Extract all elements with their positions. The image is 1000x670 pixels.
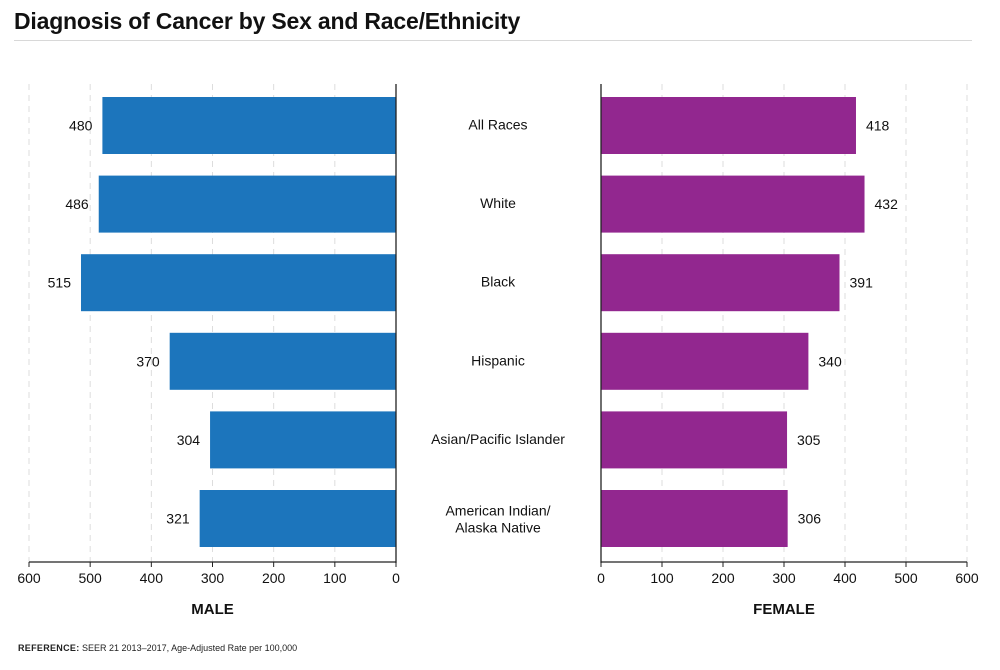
male-value-label: 304 [177, 432, 201, 448]
female-tick-label: 200 [711, 570, 735, 586]
male-tick-label: 600 [17, 570, 41, 586]
category-label-line: Alaska Native [455, 520, 541, 536]
reference-note: REFERENCE: SEER 21 2013–2017, Age-Adjust… [18, 643, 297, 653]
female-bar [601, 411, 788, 469]
male-value-label: 486 [65, 196, 89, 212]
title-divider [14, 40, 972, 41]
male-value-label: 480 [69, 118, 93, 134]
reference-label: REFERENCE: [18, 643, 80, 653]
reference-text: SEER 21 2013–2017, Age-Adjusted Rate per… [82, 643, 298, 653]
female-tick-label: 400 [833, 570, 857, 586]
female-bar [601, 175, 865, 233]
male-bar [102, 97, 397, 154]
female-tick-label: 100 [650, 570, 674, 586]
female-bar [601, 490, 788, 547]
female-tick-label: 600 [955, 570, 979, 586]
female-tick-label: 300 [772, 570, 796, 586]
female-value-label: 305 [797, 432, 821, 448]
category-label-line: American Indian/ [445, 503, 550, 519]
female-bar [601, 97, 856, 154]
category-label: Asian/Pacific Islander [431, 431, 565, 447]
male-tick-label: 300 [201, 570, 225, 586]
male-bar [80, 254, 396, 312]
male-bar [169, 332, 396, 390]
male-tick-label: 500 [78, 570, 102, 586]
cancer-diagnosis-chart: 480 486 515 370 304 321 418 432 391 340 305 306 All … [17, 84, 979, 618]
category-label: White [480, 195, 516, 211]
female-value-label: 391 [850, 275, 874, 291]
male-tick-label: 0 [392, 570, 400, 586]
chart-title: Diagnosis of Cancer by Sex and Race/Ethn… [14, 8, 521, 34]
female-value-label: 306 [798, 511, 822, 527]
male-tick-label: 200 [262, 570, 286, 586]
female-bar [601, 332, 809, 390]
male-value-label: 370 [136, 353, 160, 369]
category-label: Black [481, 274, 516, 290]
male-tick-label: 400 [140, 570, 164, 586]
male-tick-label: 100 [323, 570, 347, 586]
female-tick-label: 0 [597, 570, 605, 586]
female-bar [601, 254, 840, 312]
female-value-label: 340 [818, 353, 842, 369]
female-tick-label: 500 [894, 570, 918, 586]
male-value-label: 321 [166, 511, 190, 527]
female-value-label: 432 [875, 196, 899, 212]
male-bar [98, 175, 396, 233]
male-value-label: 515 [48, 275, 72, 291]
category-label: All Races [468, 117, 527, 133]
female-value-label: 418 [866, 118, 890, 134]
male-bar [210, 411, 396, 469]
category-label: Hispanic [471, 352, 525, 368]
female-axis-title: FEMALE [753, 601, 815, 618]
male-bar [199, 490, 396, 547]
male-axis-title: MALE [191, 601, 234, 618]
